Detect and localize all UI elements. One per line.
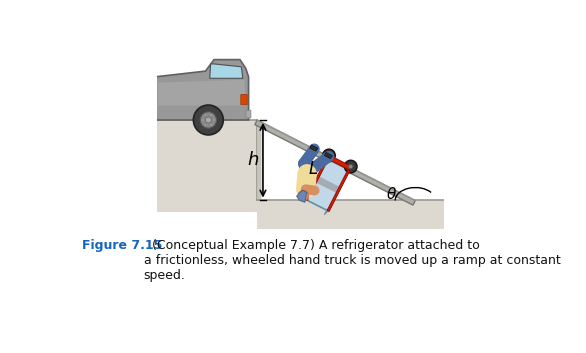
- Polygon shape: [257, 120, 261, 201]
- Polygon shape: [324, 206, 331, 215]
- Polygon shape: [158, 80, 246, 106]
- Circle shape: [210, 114, 212, 116]
- Circle shape: [205, 114, 207, 116]
- Polygon shape: [327, 169, 350, 211]
- FancyBboxPatch shape: [246, 110, 251, 118]
- Circle shape: [345, 160, 357, 173]
- Polygon shape: [327, 155, 351, 170]
- Polygon shape: [322, 173, 346, 197]
- Text: (Conceptual Example 7.7) A refrigerator attached to
a frictionless, wheeled hand: (Conceptual Example 7.7) A refrigerator …: [144, 239, 560, 282]
- Polygon shape: [305, 158, 328, 201]
- Polygon shape: [306, 159, 349, 211]
- Circle shape: [210, 124, 212, 126]
- Circle shape: [202, 119, 204, 121]
- Polygon shape: [297, 190, 306, 202]
- Circle shape: [327, 153, 331, 158]
- Text: h: h: [247, 151, 258, 169]
- Circle shape: [298, 191, 308, 201]
- Circle shape: [200, 112, 217, 128]
- Text: Figure 7.15: Figure 7.15: [82, 239, 163, 252]
- Text: L: L: [309, 160, 318, 178]
- Polygon shape: [193, 111, 223, 120]
- Circle shape: [205, 124, 207, 126]
- Circle shape: [349, 164, 353, 169]
- Polygon shape: [155, 60, 248, 120]
- Polygon shape: [154, 120, 263, 212]
- Polygon shape: [325, 152, 332, 158]
- Circle shape: [213, 119, 215, 121]
- FancyBboxPatch shape: [241, 94, 247, 105]
- Polygon shape: [210, 64, 243, 78]
- Polygon shape: [315, 176, 340, 193]
- Circle shape: [193, 105, 223, 135]
- Polygon shape: [257, 201, 458, 229]
- Polygon shape: [310, 145, 318, 151]
- Polygon shape: [255, 120, 415, 205]
- Circle shape: [323, 149, 335, 162]
- Circle shape: [205, 117, 212, 123]
- Text: θ: θ: [386, 187, 396, 202]
